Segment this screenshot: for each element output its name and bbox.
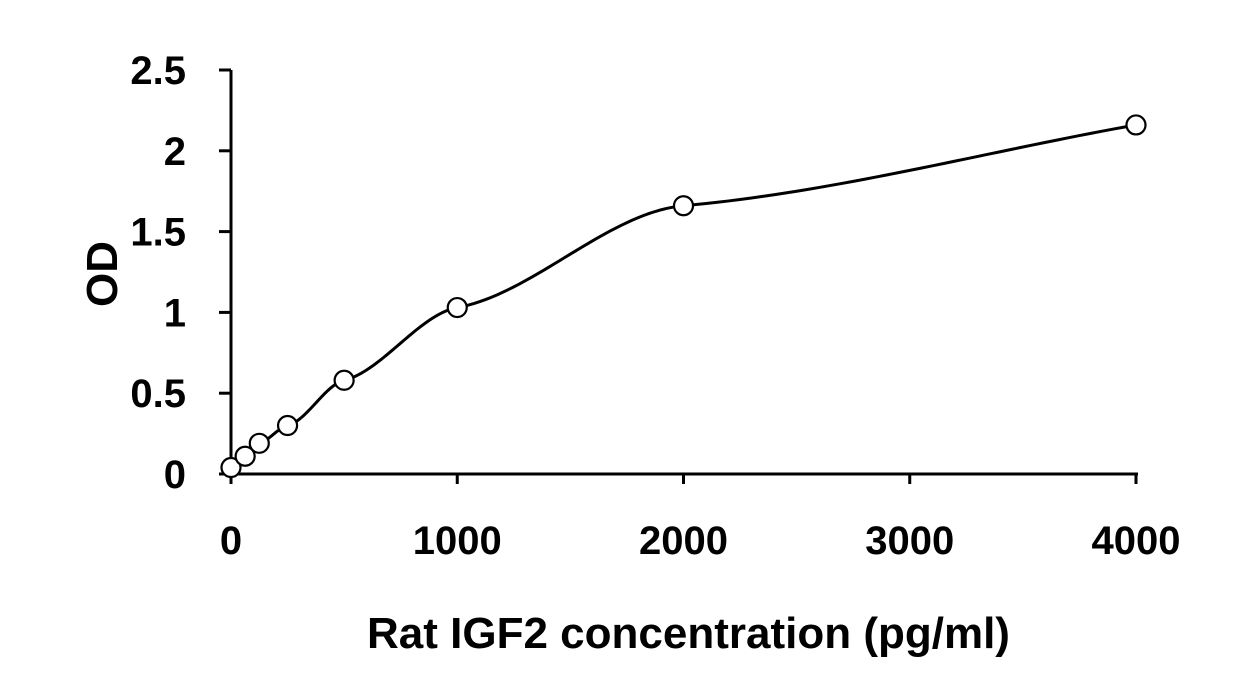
x-tick-label: 0: [220, 519, 242, 563]
data-point: [1125, 114, 1147, 136]
y-tick-label: 0: [164, 453, 186, 497]
x-tick-label: 2000: [639, 519, 728, 563]
data-point: [276, 414, 299, 437]
x-axis-title: Rat IGF2 concentration (pg/ml): [367, 609, 1010, 658]
x-axis-ticks: 0 1000 2000 3000 4000: [220, 474, 1181, 563]
y-tick-label: 1: [164, 291, 186, 335]
data-point: [672, 195, 695, 217]
data-point: [220, 456, 242, 479]
x-tick-label: 1000: [413, 519, 502, 563]
y-tick-label: 0.5: [130, 372, 186, 416]
data-point: [234, 445, 256, 467]
x-tick-label: 3000: [865, 519, 954, 563]
y-axis-title: OD: [78, 241, 127, 307]
data-point: [446, 296, 468, 319]
data-point: [248, 432, 270, 454]
x-tick-label: 4000: [1092, 519, 1181, 563]
y-tick-label: 2.5: [130, 49, 186, 93]
y-tick-label: 2: [164, 130, 186, 174]
axes: [229, 70, 1138, 476]
data-points: [220, 114, 1147, 479]
data-point: [333, 369, 355, 391]
fit-curve: [230, 123, 1137, 469]
y-tick-label: 1.5: [130, 211, 186, 255]
y-axis-ticks: 0 0.5 1 1.5 2 2.5: [130, 49, 231, 497]
